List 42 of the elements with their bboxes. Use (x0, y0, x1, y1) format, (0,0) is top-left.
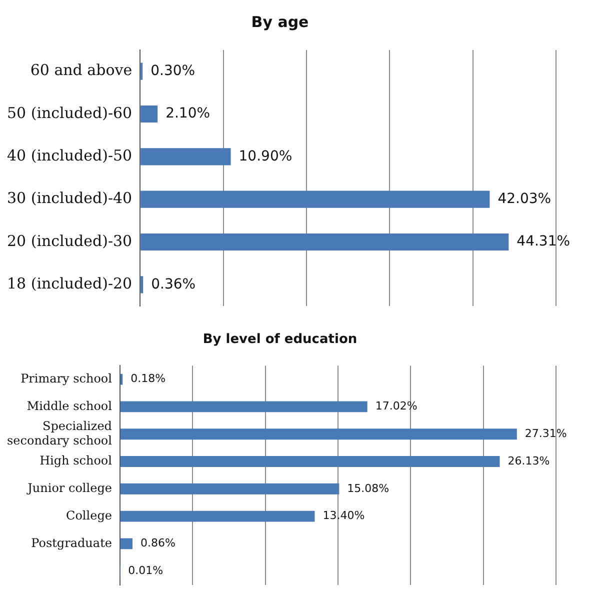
data-label: 27.31% (524, 426, 567, 440)
bar (120, 374, 123, 385)
data-label: 13.40% (322, 509, 365, 522)
y-tick-label: College (66, 508, 112, 522)
chart-title: By level of education (202, 332, 358, 348)
category-label: secondary school (6, 433, 112, 448)
y-tick-label: Junior college (26, 481, 112, 496)
bar (140, 148, 231, 166)
bar (140, 233, 509, 251)
y-tick-label: High school (40, 454, 112, 468)
y-tick-label: 20 (included)-30 (6, 232, 132, 250)
data-label: 15.08% (347, 482, 390, 495)
data-label: 0.30% (150, 62, 196, 79)
data-label: 17.02% (375, 400, 418, 413)
data-label: 0.36% (151, 276, 196, 292)
y-tick-label: Primary school (20, 371, 112, 386)
bar (140, 105, 158, 123)
y-tick-label: 50 (included)-60 (6, 104, 132, 122)
data-label: 2.10% (166, 106, 210, 122)
data-label: 0.01% (128, 564, 164, 577)
y-tick-label: Middle school (26, 398, 112, 413)
bar (120, 510, 315, 522)
y-tick-label: Postgraduate (31, 536, 112, 550)
bar (120, 483, 340, 494)
bar (140, 276, 144, 294)
data-label: 42.03% (498, 190, 552, 207)
bar (140, 190, 490, 208)
bar (120, 538, 132, 550)
bar (120, 401, 368, 412)
data-label: 44.31% (516, 234, 570, 250)
category-label: Specialized (42, 419, 112, 434)
data-label: 10.90% (238, 148, 292, 164)
data-label: 26.13% (508, 454, 550, 468)
data-label: 0.86% (140, 536, 176, 550)
bar (120, 456, 500, 467)
chart-title: By age (251, 12, 309, 31)
bar (120, 428, 517, 440)
y-tick-label: 40 (included)-50 (6, 146, 132, 165)
data-label: 0.18% (130, 372, 166, 386)
y-tick-label: 18 (included)-20 (6, 274, 132, 293)
y-tick-label: 60 and above (30, 61, 132, 80)
y-tick-label: 30 (included)-40 (6, 189, 132, 208)
